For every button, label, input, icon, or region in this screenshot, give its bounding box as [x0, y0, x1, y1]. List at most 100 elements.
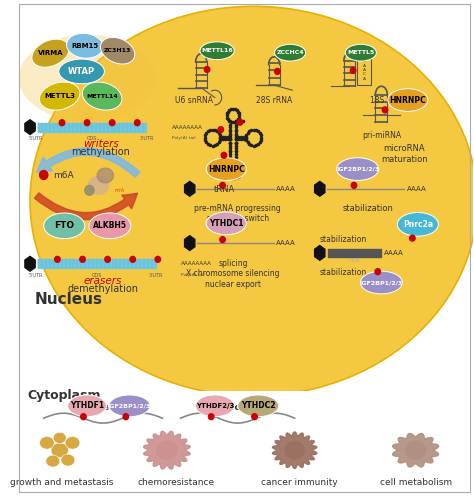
Ellipse shape — [274, 44, 306, 61]
Circle shape — [40, 171, 48, 180]
Circle shape — [221, 152, 227, 158]
Text: VIRMA: VIRMA — [38, 50, 64, 56]
Circle shape — [274, 68, 280, 74]
Circle shape — [252, 414, 257, 420]
Text: demethylation: demethylation — [67, 284, 138, 294]
Text: METTL5: METTL5 — [347, 50, 374, 55]
Polygon shape — [184, 182, 195, 196]
Text: U
A
A
C
A: U A A C A — [363, 60, 365, 80]
Text: decay: decay — [223, 403, 253, 412]
Text: CDS: CDS — [87, 136, 98, 141]
Text: methylation: methylation — [71, 147, 130, 157]
Circle shape — [135, 120, 140, 125]
Polygon shape — [184, 236, 195, 250]
Circle shape — [237, 119, 243, 125]
Circle shape — [350, 67, 356, 73]
Text: stabilization: stabilization — [320, 235, 367, 244]
Text: splicing
X chromosome silencing
nuclear export: splicing X chromosome silencing nuclear … — [186, 259, 280, 289]
Text: writers: writers — [83, 139, 118, 149]
Text: YTHDF2/3: YTHDF2/3 — [196, 403, 234, 409]
Text: chemoresistance: chemoresistance — [137, 478, 215, 487]
Text: tRNA: tRNA — [213, 185, 235, 194]
Text: ALKBH5: ALKBH5 — [93, 221, 127, 230]
Text: IGF2BP1/2/3: IGF2BP1/2/3 — [360, 280, 403, 285]
Text: YTHDC1: YTHDC1 — [209, 219, 244, 228]
Text: pre-mRNA progressing
structure switch: pre-mRNA progressing structure switch — [194, 204, 281, 223]
Circle shape — [155, 256, 161, 262]
Text: CDS: CDS — [92, 273, 102, 278]
Ellipse shape — [59, 59, 104, 84]
Text: cancer immunity: cancer immunity — [261, 478, 337, 487]
Text: stabilization: stabilization — [342, 204, 393, 213]
Text: pri-miRNA: pri-miRNA — [362, 130, 401, 139]
Circle shape — [382, 107, 388, 113]
Ellipse shape — [89, 213, 131, 239]
Ellipse shape — [39, 436, 55, 449]
Ellipse shape — [68, 395, 107, 417]
Text: Poly(A) tail: Poly(A) tail — [181, 273, 205, 277]
Text: METTL3: METTL3 — [44, 93, 75, 99]
Circle shape — [55, 256, 60, 262]
Ellipse shape — [100, 37, 135, 64]
Ellipse shape — [32, 39, 69, 67]
Ellipse shape — [237, 395, 279, 417]
Text: erasers: erasers — [84, 276, 122, 286]
Text: translation: translation — [81, 403, 126, 412]
Text: Cytoplasm: Cytoplasm — [28, 389, 101, 402]
Ellipse shape — [206, 158, 246, 181]
Text: microRNA
maturation: microRNA maturation — [381, 144, 428, 164]
Text: AAAA: AAAA — [276, 186, 296, 192]
Polygon shape — [406, 441, 426, 459]
Ellipse shape — [46, 455, 60, 467]
Text: AAAA: AAAA — [406, 186, 426, 192]
Ellipse shape — [346, 44, 376, 61]
Text: m⁶A: m⁶A — [114, 188, 125, 193]
Circle shape — [80, 256, 85, 262]
Text: AAAA: AAAA — [276, 240, 296, 246]
Ellipse shape — [39, 82, 80, 110]
Circle shape — [410, 235, 415, 241]
Polygon shape — [25, 256, 35, 271]
Polygon shape — [25, 120, 35, 134]
Ellipse shape — [18, 35, 155, 121]
Polygon shape — [157, 441, 177, 459]
Polygon shape — [144, 432, 190, 469]
Text: WTAP: WTAP — [68, 67, 95, 76]
Polygon shape — [97, 168, 114, 183]
Ellipse shape — [65, 436, 80, 449]
Text: 5'UTR: 5'UTR — [28, 273, 43, 278]
Circle shape — [209, 414, 214, 420]
Ellipse shape — [206, 212, 246, 235]
Ellipse shape — [397, 212, 438, 236]
Polygon shape — [89, 177, 109, 194]
Text: HNRNPC: HNRNPC — [208, 165, 245, 174]
Bar — [16, 391, 473, 495]
Text: METTL14: METTL14 — [86, 94, 118, 99]
Circle shape — [84, 120, 90, 125]
Text: Nucleus: Nucleus — [35, 292, 102, 308]
Ellipse shape — [82, 82, 122, 110]
FancyArrowPatch shape — [36, 148, 140, 177]
Text: IGF2BP1/2/3: IGF2BP1/2/3 — [336, 167, 379, 172]
Text: YTHDF1: YTHDF1 — [70, 401, 104, 410]
Text: YTHDC2: YTHDC2 — [241, 401, 275, 410]
Text: ZC3H13: ZC3H13 — [104, 48, 131, 53]
Text: m6A: m6A — [53, 171, 73, 180]
Text: Poly(A) tail: Poly(A) tail — [172, 136, 196, 140]
Ellipse shape — [109, 395, 150, 417]
Text: METTL16: METTL16 — [201, 48, 233, 53]
Circle shape — [105, 256, 110, 262]
Ellipse shape — [195, 395, 234, 417]
Circle shape — [218, 126, 223, 132]
Polygon shape — [392, 434, 438, 467]
Circle shape — [220, 237, 225, 243]
Text: AAAAAAAA: AAAAAAAA — [181, 261, 211, 266]
Ellipse shape — [61, 454, 75, 466]
Polygon shape — [315, 246, 325, 260]
Text: cell metabolism: cell metabolism — [380, 478, 452, 487]
Text: U6 snRNA: U6 snRNA — [175, 96, 213, 105]
Text: 18S rRNA: 18S rRNA — [370, 96, 406, 105]
FancyArrowPatch shape — [35, 193, 137, 220]
Text: growth and metastasis: growth and metastasis — [10, 478, 114, 487]
Circle shape — [220, 183, 225, 188]
